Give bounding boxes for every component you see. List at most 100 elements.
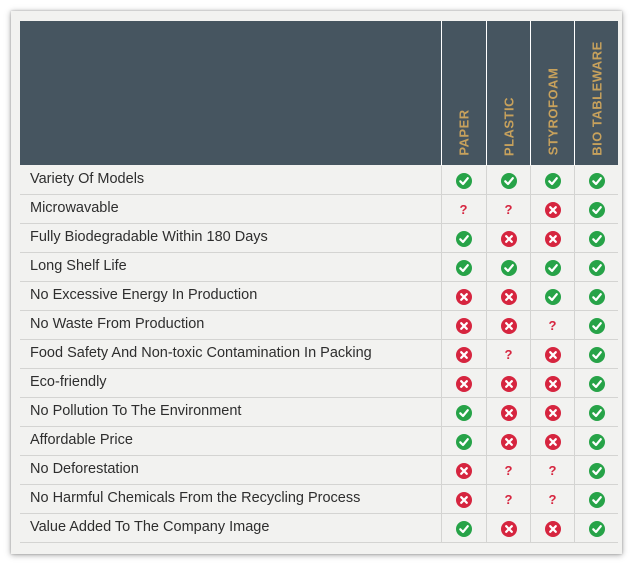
cell-plastic [486, 253, 530, 282]
check-icon [588, 433, 605, 450]
cell-paper [441, 369, 485, 398]
table-row: Long Shelf Life [20, 253, 618, 282]
table-row: No Waste From Production? [20, 311, 618, 340]
cell-paper [441, 514, 485, 543]
column-header-label: BIO TABLEWARE [589, 40, 604, 156]
cross-icon [544, 201, 561, 218]
cell-plastic: ? [486, 340, 530, 369]
table-row: Affordable Price [20, 427, 618, 456]
cross-icon [455, 491, 472, 508]
row-label: No Deforestation [30, 461, 139, 477]
cell-paper: ? [441, 195, 485, 224]
check-icon [500, 172, 517, 189]
cell-styrofoam [530, 224, 574, 253]
cell-paper [441, 282, 485, 311]
table-row: No Excessive Energy In Production [20, 282, 618, 311]
cell-bio-tableware [574, 514, 618, 543]
cell-plastic: ? [486, 195, 530, 224]
cross-icon [544, 433, 561, 450]
table-header [20, 21, 618, 165]
check-icon [588, 172, 605, 189]
column-header-label: PLASTIC [501, 96, 516, 156]
cell-bio-tableware [574, 224, 618, 253]
check-icon [588, 462, 605, 479]
check-icon [588, 201, 605, 218]
cell-paper [441, 166, 485, 195]
check-icon [588, 259, 605, 276]
cell-bio-tableware [574, 456, 618, 485]
check-icon [544, 172, 561, 189]
cross-icon [544, 346, 561, 363]
cell-plastic [486, 311, 530, 340]
column-header-plastic: PLASTIC [486, 21, 530, 165]
table-row: Eco-friendly [20, 369, 618, 398]
row-label: Variety Of Models [30, 171, 145, 187]
check-icon [544, 259, 561, 276]
cross-icon [544, 520, 561, 537]
cell-bio-tableware [574, 311, 618, 340]
cell-plastic: ? [486, 485, 530, 514]
check-icon [544, 288, 561, 305]
table-row: Food Safety And Non-toxic Contamination … [20, 340, 618, 369]
check-icon [455, 404, 472, 421]
cell-plastic [486, 427, 530, 456]
cell-styrofoam [530, 398, 574, 427]
cell-styrofoam [530, 514, 574, 543]
cell-styrofoam [530, 369, 574, 398]
cell-paper [441, 340, 485, 369]
cross-icon [455, 346, 472, 363]
row-label: Eco-friendly [30, 374, 107, 390]
question-mark-icon: ? [504, 492, 513, 507]
column-header-label: PAPER [456, 109, 471, 156]
table-row: No Pollution To The Environment [20, 398, 618, 427]
row-label: Affordable Price [30, 432, 133, 448]
cell-styrofoam [530, 427, 574, 456]
cell-plastic [486, 369, 530, 398]
cell-styrofoam: ? [530, 485, 574, 514]
check-icon [588, 404, 605, 421]
cross-icon [500, 520, 517, 537]
cross-icon [500, 317, 517, 334]
question-mark-icon: ? [504, 463, 513, 478]
row-label: No Waste From Production [30, 316, 205, 332]
table-body: Variety Of Models Microwavable?? Fully Bio… [20, 166, 618, 543]
question-mark-icon: ? [504, 202, 513, 217]
cell-paper [441, 427, 485, 456]
cell-styrofoam: ? [530, 456, 574, 485]
check-icon [588, 346, 605, 363]
row-label: Food Safety And Non-toxic Contamination … [30, 345, 372, 361]
check-icon [588, 491, 605, 508]
row-label: Microwavable [30, 200, 119, 216]
row-label: Fully Biodegradable Within 180 Days [30, 229, 268, 245]
check-icon [588, 230, 605, 247]
cross-icon [455, 375, 472, 392]
question-mark-icon: ? [504, 347, 513, 362]
column-header-label: STYROFOAM [545, 67, 560, 156]
cross-icon [500, 433, 517, 450]
cell-bio-tableware [574, 398, 618, 427]
cell-styrofoam [530, 253, 574, 282]
cross-icon [500, 230, 517, 247]
cross-icon [544, 230, 561, 247]
table-row: No Harmful Chemicals From the Recycling … [20, 485, 618, 514]
cross-icon [500, 375, 517, 392]
cell-bio-tableware [574, 253, 618, 282]
check-icon [455, 259, 472, 276]
cell-paper [441, 398, 485, 427]
table-row: Fully Biodegradable Within 180 Days [20, 224, 618, 253]
check-icon [588, 375, 605, 392]
cross-icon [455, 288, 472, 305]
column-header-paper: PAPER [441, 21, 485, 165]
cell-bio-tableware [574, 427, 618, 456]
column-header-bio-tableware: BIO TABLEWARE [574, 21, 618, 165]
question-mark-icon: ? [548, 492, 557, 507]
cell-paper [441, 485, 485, 514]
question-mark-icon: ? [548, 463, 557, 478]
table-row: Microwavable?? [20, 195, 618, 224]
cross-icon [500, 288, 517, 305]
cross-icon [455, 462, 472, 479]
question-mark-icon: ? [459, 202, 468, 217]
row-label: No Harmful Chemicals From the Recycling … [30, 490, 361, 506]
check-icon [455, 172, 472, 189]
table-row: Value Added To The Company Image [20, 514, 618, 543]
